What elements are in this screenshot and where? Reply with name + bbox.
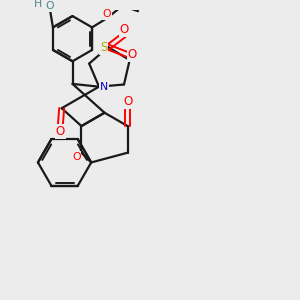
Text: O: O	[119, 23, 129, 36]
Text: N: N	[100, 82, 108, 92]
Text: O: O	[103, 9, 111, 19]
Text: O: O	[56, 125, 65, 138]
Text: S: S	[100, 40, 107, 54]
Text: O: O	[123, 95, 132, 108]
Text: O: O	[72, 152, 81, 162]
Text: O: O	[128, 48, 137, 61]
Text: H: H	[34, 0, 43, 9]
Text: O: O	[46, 1, 54, 11]
